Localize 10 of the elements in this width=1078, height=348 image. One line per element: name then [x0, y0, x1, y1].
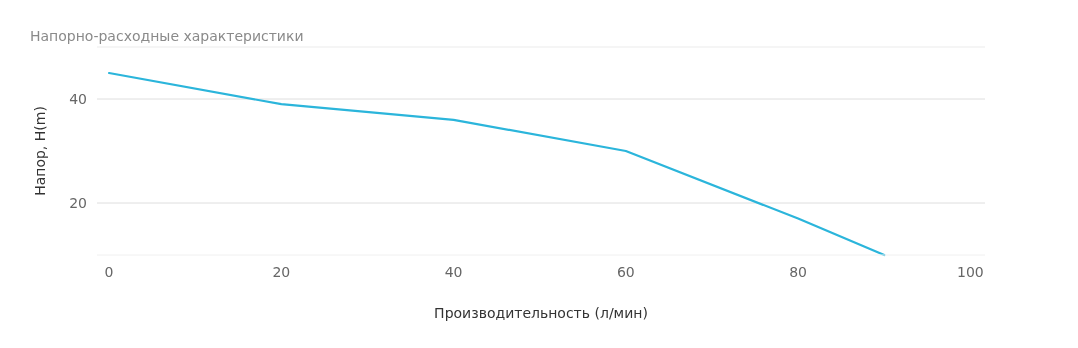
x-tick-label: 20: [272, 264, 291, 280]
x-axis-title: Производительность (л/мин): [434, 305, 648, 321]
y-axis-title: Напор, H(m): [32, 106, 48, 196]
x-tick-label: 60: [616, 264, 635, 280]
x-tick-label: 80: [789, 264, 808, 280]
x-tick-label: 40: [444, 264, 463, 280]
x-tick-label: 100: [956, 264, 984, 280]
x-tick-label: 0: [104, 264, 114, 280]
chart-title: Напорно-расходные характеристики: [30, 28, 304, 44]
line-series: [107, 71, 886, 257]
